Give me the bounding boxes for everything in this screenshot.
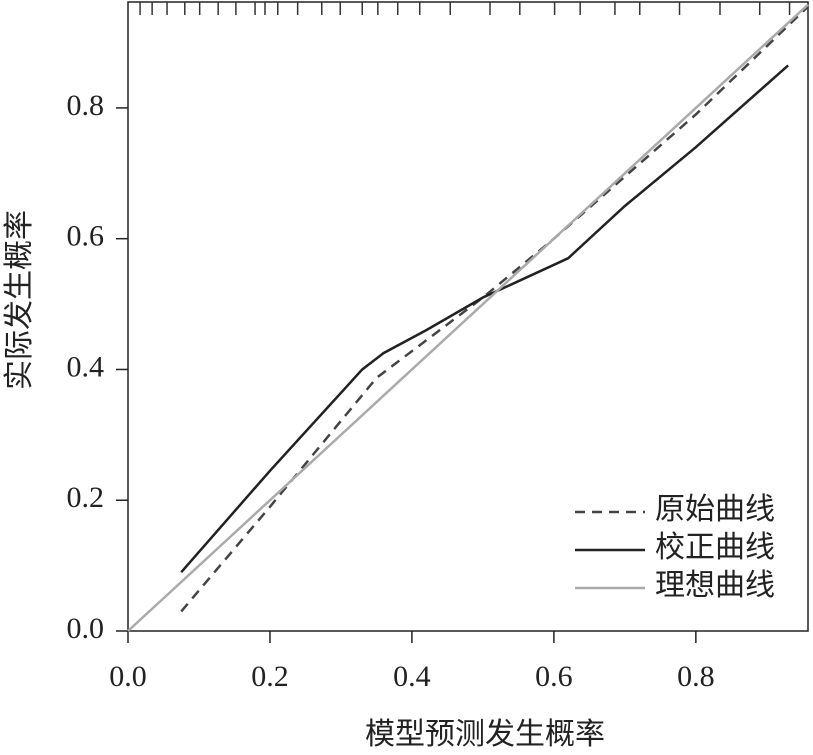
y-tick-label: 0.6 — [67, 220, 105, 253]
y-tick-label: 0.4 — [67, 350, 105, 383]
plot-frame — [127, 1, 809, 632]
legend-label: 理想曲线 — [655, 569, 775, 602]
y-tick-label: 0.0 — [67, 612, 105, 645]
x-tick-label: 0.0 — [109, 660, 147, 693]
y-tick-label: 0.2 — [67, 481, 105, 514]
x-tick-label: 0.2 — [251, 660, 289, 693]
x-tick-label: 0.4 — [393, 660, 431, 693]
x-tick-label: 0.8 — [677, 660, 715, 693]
x-axis-label: 模型预测发生概率 — [365, 718, 605, 751]
y-tick-label: 0.8 — [67, 89, 105, 122]
legend-label: 校正曲线 — [655, 531, 775, 564]
series-line — [180, 5, 809, 613]
series-line — [127, 3, 809, 632]
series-line — [180, 64, 789, 573]
x-tick-label: 0.6 — [535, 660, 573, 693]
legend-label: 原始曲线 — [655, 493, 775, 526]
y-axis-label: 实际发生概率 — [3, 210, 36, 390]
